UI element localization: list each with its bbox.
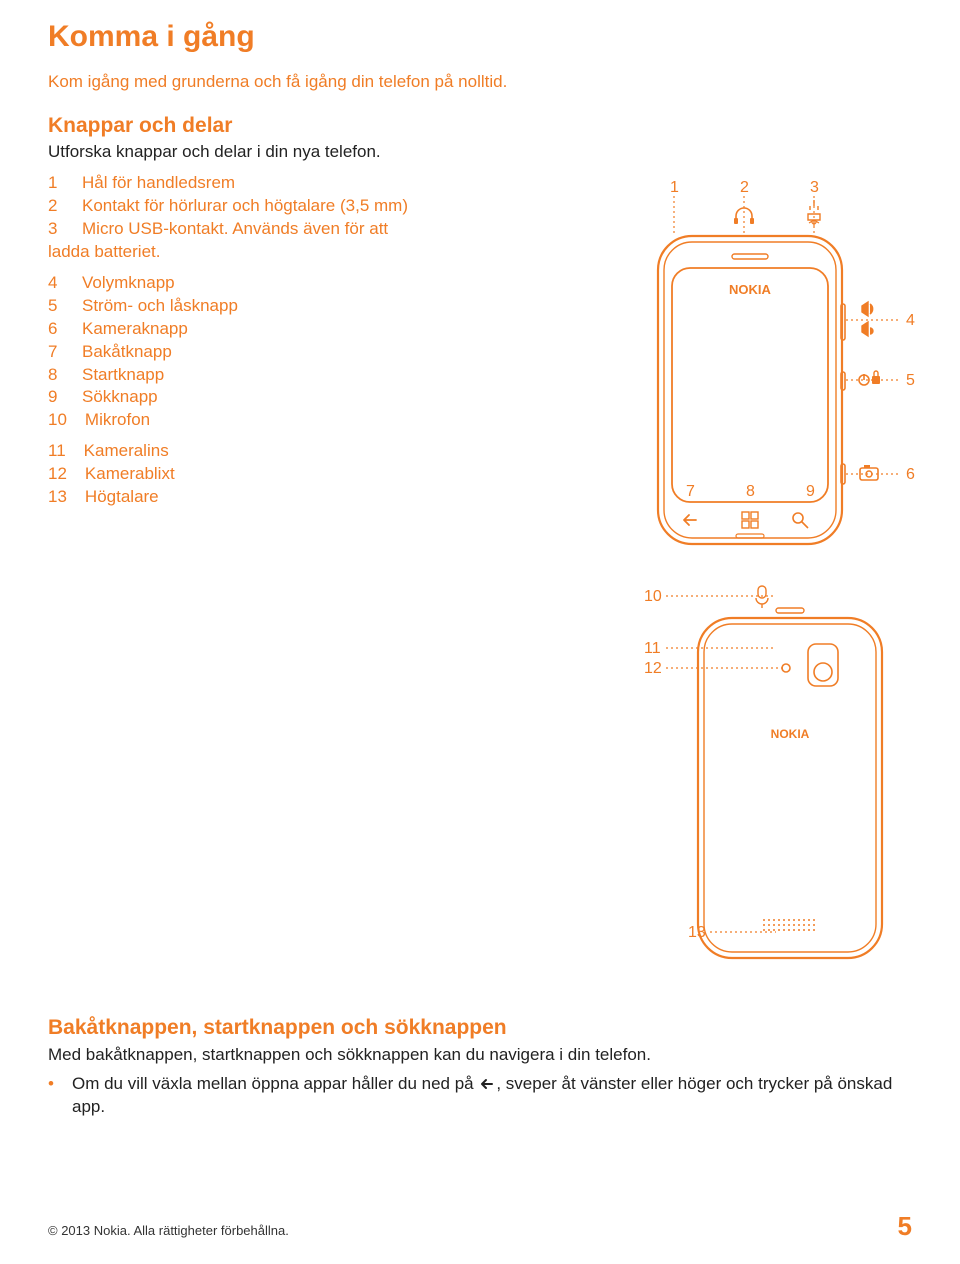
svg-text:1: 1 xyxy=(670,179,679,196)
bullet-item: • Om du vill växla mellan öppna appar hå… xyxy=(48,1073,912,1119)
section-nav-title: Bakåtknappen, startknappen och sökknappe… xyxy=(48,1016,912,1040)
section-nav-subtitle: Med bakåtknappen, startknappen och sökkn… xyxy=(48,1044,912,1067)
list-item: 1Hål för handledsrem xyxy=(48,172,568,195)
page-title: Komma i gång xyxy=(48,20,912,54)
back-arrow-icon xyxy=(478,1077,496,1091)
svg-text:2: 2 xyxy=(740,179,749,196)
parts-list: 1Hål för handledsrem 2Kontakt för hörlur… xyxy=(48,172,568,509)
list-item: 4Volymknapp xyxy=(48,272,568,295)
list-item: 12Kamerablixt xyxy=(48,463,568,486)
svg-text:12: 12 xyxy=(644,660,662,677)
phone-diagrams: NOKIA123456789 NOKIA10111213 xyxy=(588,176,928,1002)
section-knappar-title: Knappar och delar xyxy=(48,114,912,138)
list-item: 13Högtalare xyxy=(48,486,568,509)
phone-back-diagram: NOKIA 10 11 12 13 xyxy=(588,562,928,1002)
svg-text:4: 4 xyxy=(906,312,915,329)
phone-front-diagram: NOKIA 1 2 3 4 5 6 7 8 9 xyxy=(588,176,928,556)
list-item: 2Kontakt för hörlurar och högtalare (3,5… xyxy=(48,195,568,218)
list-item: 10Mikrofon xyxy=(48,409,568,432)
svg-text:NOKIA: NOKIA xyxy=(771,727,810,741)
svg-text:13: 13 xyxy=(688,924,706,941)
page-footer: © 2013 Nokia. Alla rättigheter förbehåll… xyxy=(48,1211,912,1242)
bullet-dot-icon: • xyxy=(48,1073,58,1119)
svg-text:7: 7 xyxy=(686,483,695,500)
list-item: 7Bakåtknapp xyxy=(48,341,568,364)
svg-text:9: 9 xyxy=(806,483,815,500)
section-knappar-subtitle: Utforska knappar och delar i din nya tel… xyxy=(48,142,912,162)
svg-text:3: 3 xyxy=(810,179,819,196)
list-item: 9Sökknapp xyxy=(48,386,568,409)
list-item: 3Micro USB-kontakt. Används även för att xyxy=(48,218,568,241)
list-item: 6Kameraknapp xyxy=(48,318,568,341)
list-item: 8Startknapp xyxy=(48,364,568,387)
svg-text:5: 5 xyxy=(906,372,915,389)
list-item-tail: ladda batteriet. xyxy=(48,241,568,264)
copyright-text: © 2013 Nokia. Alla rättigheter förbehåll… xyxy=(48,1223,289,1238)
svg-text:6: 6 xyxy=(906,466,915,483)
svg-text:NOKIA: NOKIA xyxy=(729,282,772,297)
intro-text: Kom igång med grunderna och få igång din… xyxy=(48,72,912,92)
list-item: 11Kameralins xyxy=(48,440,568,463)
list-item: 5Ström- och låsknapp xyxy=(48,295,568,318)
page-number: 5 xyxy=(898,1211,912,1242)
bullet-text: Om du vill växla mellan öppna appar håll… xyxy=(72,1073,912,1119)
svg-text:8: 8 xyxy=(746,483,755,500)
svg-text:10: 10 xyxy=(644,588,662,605)
svg-text:11: 11 xyxy=(644,640,661,657)
